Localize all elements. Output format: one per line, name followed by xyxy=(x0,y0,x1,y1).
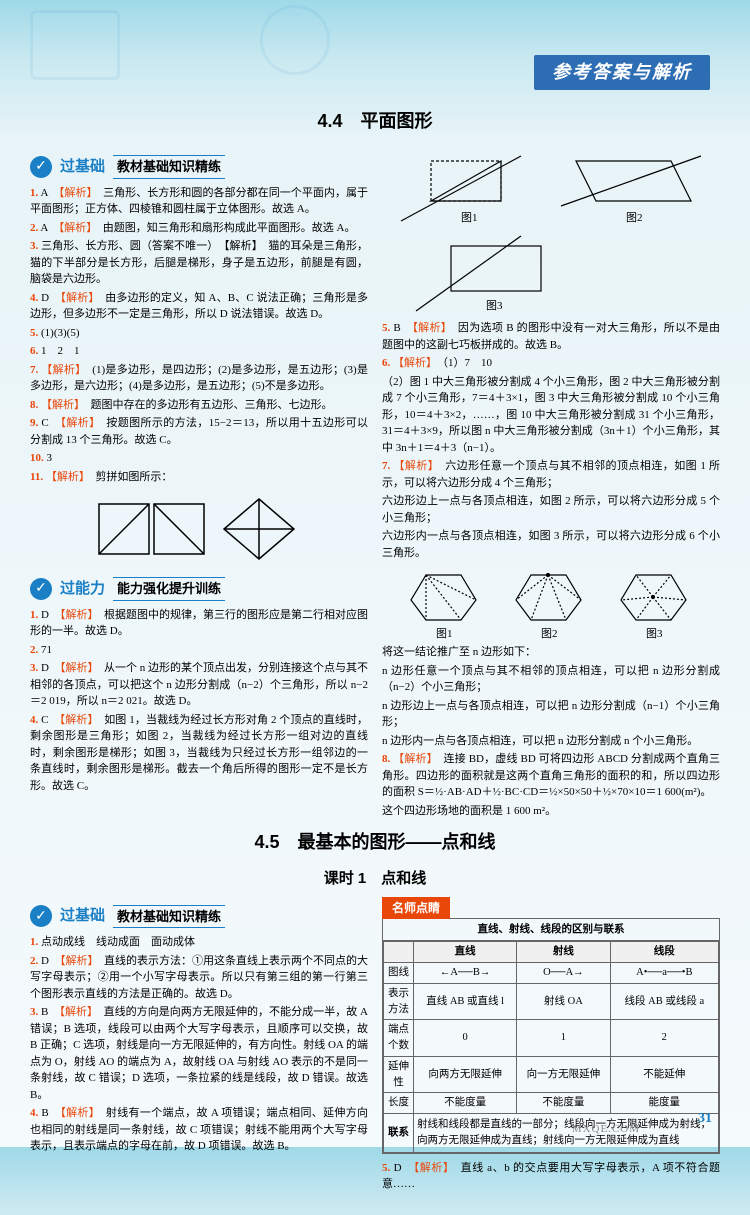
right-q7a: 7. 【解析】 六边形任意一个顶点与其不相邻的顶点相连，如图 1 所示，可以将六… xyxy=(382,458,720,491)
right-q8-ans: 这个四边形场地的面积是 1 600 m²。 xyxy=(382,803,720,820)
badge-sub: 能力强化提升训练 xyxy=(113,577,225,601)
basic-q11: 11. 【解析】 剪拼如图所示： xyxy=(30,469,368,486)
basic-q10: 10. 3 xyxy=(30,450,368,467)
ability-q3: 3. D 【解析】 从一个 n 边形的某个顶点出发，分别连接这个点与其不相邻的各… xyxy=(30,660,368,710)
basic-q3: 3. 三角形、长方形、圆（答案不唯一） 【解析】 猫的耳朵是三角形，猫的下半部分… xyxy=(30,238,368,288)
right-q7b: 六边形边上一点与各顶点相连，如图 2 所示，可以将六边形分成 5 个小三角形； xyxy=(382,493,720,526)
fig3-label: 图3 xyxy=(486,299,503,312)
fig2-label: 图2 xyxy=(626,211,643,224)
ability-badge: ✓ 过能力 能力强化提升训练 xyxy=(30,577,368,601)
tip-title: 直线、射线、线段的区别与联系 xyxy=(383,919,719,942)
s45-q4: 4. B 【解析】 射线有一个端点，故 A 项错误；端点相同、延伸方向也相同的射… xyxy=(30,1105,368,1155)
ability-q1: 1. D 【解析】 根据题图中的规律，第三行的图形应是第二行相对应图形的一半。故… xyxy=(30,607,368,640)
s45-q1: 1. 点动成线 线动成面 面动成体 xyxy=(30,934,368,951)
check-icon: ✓ xyxy=(30,905,52,927)
watermark: MXQE.COM xyxy=(572,1121,640,1138)
figures-1-2-3: 图1 图2 图3 xyxy=(391,151,711,316)
s45-q3: 3. B 【解析】 直线的方向是向两方无限延伸的，不能分成一半，故 A 错误；B… xyxy=(30,1004,368,1103)
tip-box: 直线、射线、线段的区别与联系 直线射线线段 图线←A──B→O──A→A•──a… xyxy=(382,918,720,1154)
right-q7c: 六边形内一点与各顶点相连，如图 3 所示，可以将六边形分成 6 个小三角形。 xyxy=(382,528,720,561)
basic-q9: 9. C 【解析】 按题图所示的方法，15−2＝13，所以用十五边形可以分割成 … xyxy=(30,415,368,448)
conclusion-1: n 边形任意一个顶点与其不相邻的顶点相连，可以把 n 边形分割成（n−2）个小三… xyxy=(382,663,720,696)
badge-sub: 教材基础知识精练 xyxy=(113,905,225,929)
right-q8: 8. 【解析】 连接 BD，虚线 BD 可将四边形 ABCD 分割成两个直角三角… xyxy=(382,751,720,801)
svg-text:图3: 图3 xyxy=(646,627,663,640)
svg-text:图2: 图2 xyxy=(541,627,558,640)
badge-title: 过能力 xyxy=(60,578,105,601)
right-q6: 6. 【解析】 （1）7 10 xyxy=(382,355,720,372)
lesson-title: 课时 1 点和线 xyxy=(30,868,720,891)
ability-q4: 4. C 【解析】 如图 1，当裁线为经过长方形对角 2 个顶点的直线时，剩余图… xyxy=(30,712,368,795)
badge-sub: 教材基础知识精练 xyxy=(113,155,225,179)
basic-q2: 2. A 【解析】 由题图，知三角形和扇形构成此平面图形。故选 A。 xyxy=(30,220,368,237)
basic-q4: 4. D 【解析】 由多边形的定义，知 A、B、C 说法正确；三角形是多边形，但… xyxy=(30,290,368,323)
figure-q11 xyxy=(79,489,319,569)
basic-q8: 8. 【解析】 题图中存在的多边形有五边形、三角形、七边形。 xyxy=(30,397,368,414)
tip-table: 直线射线线段 图线←A──B→O──A→A•──a──•B 表示方法直线 AB … xyxy=(383,941,719,1152)
page-number: 31 xyxy=(698,1108,712,1129)
tip-header: 名师点睛 xyxy=(382,897,450,919)
right-q5: 5. B 【解析】 因为选项 B 的图形中没有一对大三角形，所以不是由题图中的这… xyxy=(382,320,720,353)
basic-q7: 7. 【解析】 (1)是多边形，是四边形；(2)是多边形，是五边形；(3)是多边… xyxy=(30,362,368,395)
basic-q5: 5. (1)(3)(5) xyxy=(30,325,368,342)
conclusion-3: n 边形内一点与各顶点相连，可以把 n 边形分割成 n 个小三角形。 xyxy=(382,733,720,750)
conclusion-0: 将这一结论推广至 n 边形如下： xyxy=(382,644,720,661)
basic-q6: 6. 1 2 1 xyxy=(30,343,368,360)
basic-badge: ✓ 过基础 教材基础知识精练 xyxy=(30,155,368,179)
conclusion-2: n 边形边上一点与各顶点相连，可以把 n 边形分割成（n−1）个小三角形； xyxy=(382,698,720,731)
badge-title: 过基础 xyxy=(60,156,105,179)
s45-q5: 5. D 【解析】 直线 a、b 的交点要用大写字母表示，A 项不符合题意…… xyxy=(382,1160,720,1193)
section-44-title: 4.4 平面图形 xyxy=(30,108,720,135)
hexagon-figures: 图1 图2 图3 xyxy=(391,565,711,640)
basic-badge-45: ✓ 过基础 教材基础知识精练 xyxy=(30,905,368,929)
check-icon: ✓ xyxy=(30,156,52,178)
fig1-label: 图1 xyxy=(461,211,478,224)
header-banner: 参考答案与解析 xyxy=(534,55,710,90)
s45-q2: 2. D 【解析】 直线的表示方法：①用这条直线上表示两个不同点的大写字母表示；… xyxy=(30,953,368,1003)
check-icon: ✓ xyxy=(30,578,52,600)
badge-title: 过基础 xyxy=(60,905,105,928)
ability-q2: 2. 71 xyxy=(30,642,368,659)
basic-q1: 1. A 【解析】 三角形、长方形和圆的各部分都在同一个平面内，属于平面图形；正… xyxy=(30,185,368,218)
right-q6b: （2）图 1 中大三角形被分割成 4 个小三角形，图 2 中大三角形被分割成 7… xyxy=(382,374,720,457)
section-45-title: 4.5 最基本的图形——点和线 xyxy=(30,829,720,856)
svg-text:图1: 图1 xyxy=(436,627,453,640)
